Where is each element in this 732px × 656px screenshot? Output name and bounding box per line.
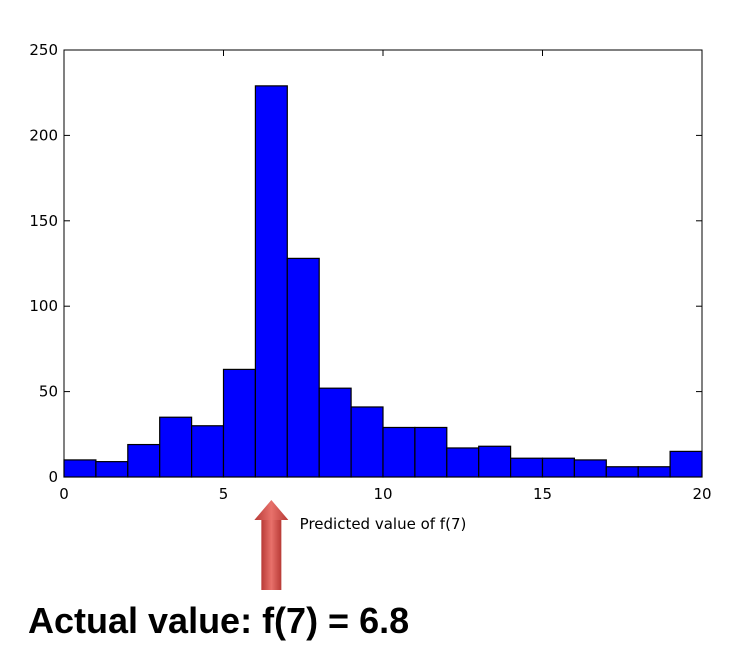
x-tick-label: 15 [533,485,552,503]
bars-layer [63,85,703,478]
y-tick-label: 100 [29,297,58,315]
histogram-bar [510,457,544,478]
histogram-bar [573,459,607,478]
arrow-head [254,500,289,520]
x-tick-label: 5 [219,485,229,503]
histogram-bar [414,426,448,478]
histogram-bar [95,461,129,478]
y-tick-label: 50 [39,383,58,401]
histogram-bar [605,466,639,478]
x-tick-label: 0 [59,485,69,503]
histogram-bar [446,447,480,478]
histogram-bar [159,416,193,478]
histogram-bar [63,459,97,478]
histogram-bar [127,443,161,478]
histogram-bar [222,368,256,478]
histogram-bar [318,387,352,478]
y-tick-label: 150 [29,212,58,230]
histogram-bar [350,406,384,478]
y-tick-label: 250 [29,41,58,59]
histogram-bar [254,85,288,478]
histogram-bar [478,445,512,478]
y-tick-label: 200 [29,126,58,144]
histogram-bar [191,425,225,478]
x-axis-label: Predicted value of f(7) [300,515,467,533]
arrow-shaft [261,518,282,590]
histogram-bar [541,457,575,478]
x-tick-label: 10 [373,485,392,503]
histogram-bar [637,466,671,478]
y-tick-label: 0 [48,468,58,486]
x-tick-label: 20 [692,485,711,503]
histogram-bar [286,257,320,478]
actual-value-caption: Actual value: f(7) = 6.8 [28,600,410,641]
up-arrow-icon [254,500,289,590]
histogram-bar [669,450,703,478]
histogram-bar [382,426,416,478]
